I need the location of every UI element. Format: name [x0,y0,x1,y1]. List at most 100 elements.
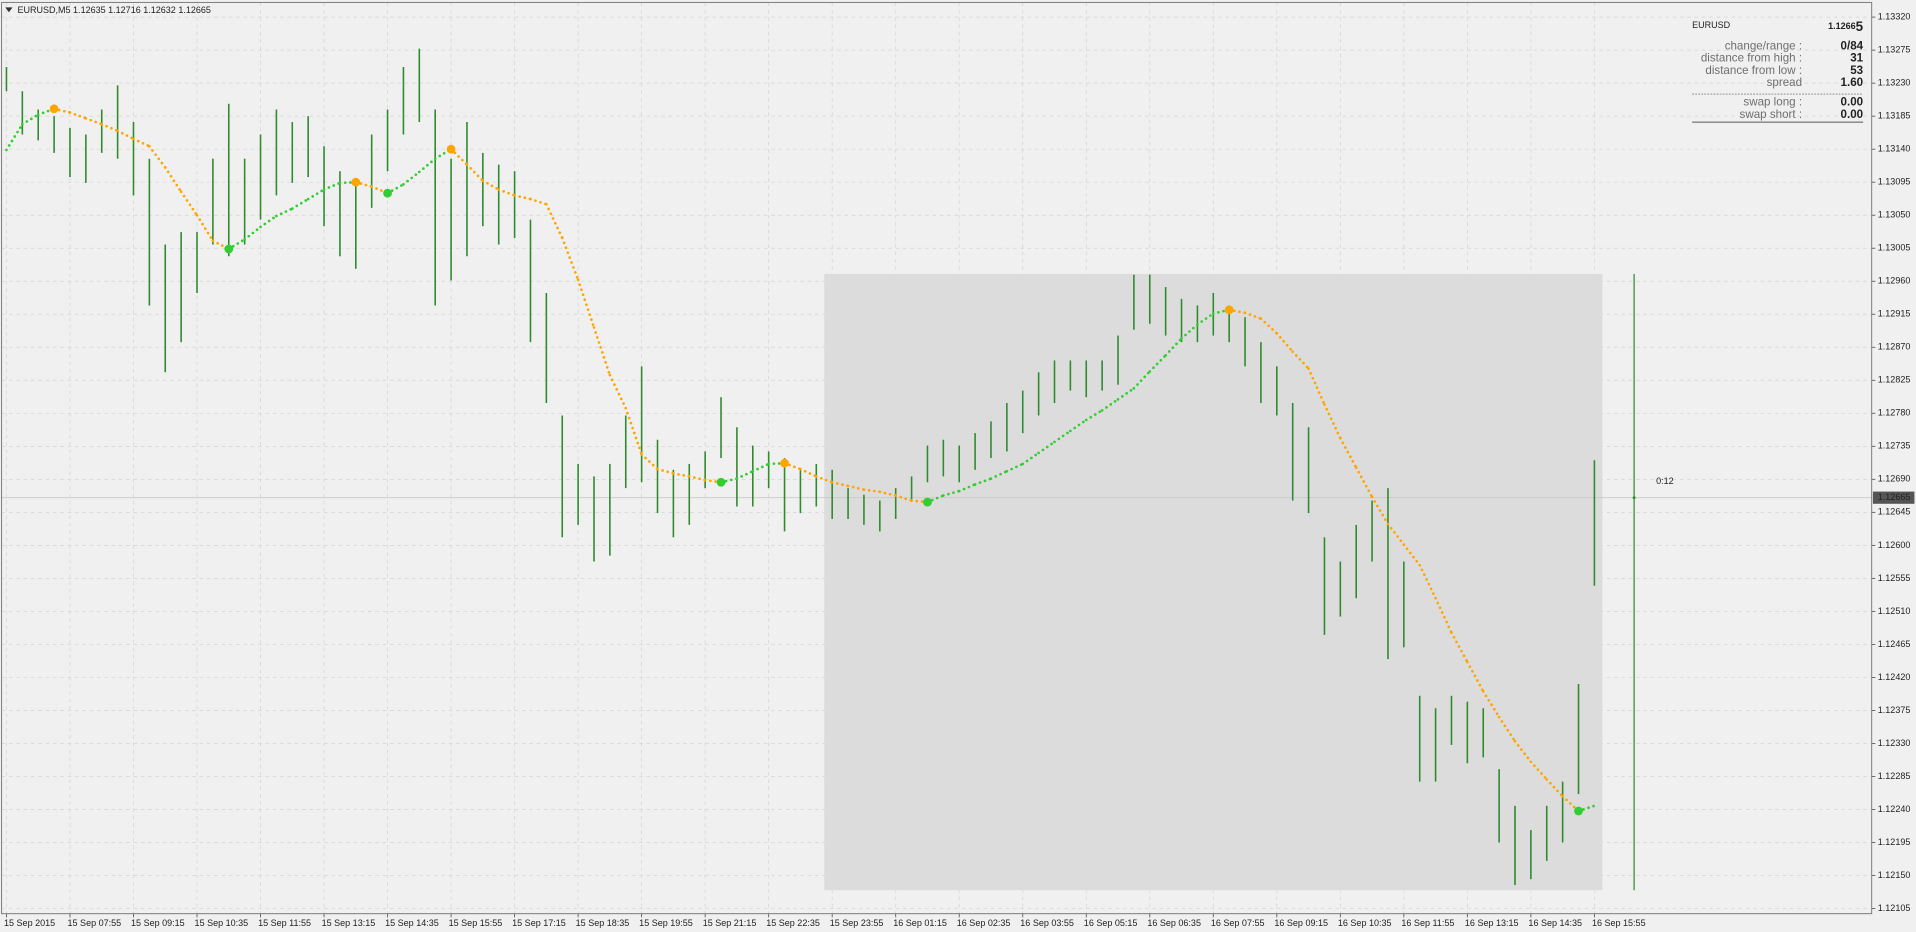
info-value: 53 [1850,64,1863,77]
ma-segment [1323,403,1342,440]
ma-segment [1084,409,1104,422]
y-tick-label: 1.13185 [1878,111,1911,121]
ma-segment [1561,794,1580,813]
ma-segment [1497,715,1517,743]
info-value: 31 [1850,52,1863,65]
y-tick-label: 1.12600 [1878,540,1911,550]
ma-segment [1148,354,1167,373]
ma-turn [1574,806,1583,816]
ma-segment [1466,660,1485,693]
chart-title: EURUSD,M5 1.12635 1.12716 1.12632 1.1266… [17,5,210,15]
info-label: distance from high : [1701,52,1802,65]
x-tick-label: 16 Sep 14:35 [1528,918,1582,928]
ma-segment [592,326,612,377]
ma-segment [1529,760,1549,781]
x-tick-label: 16 Sep 11:55 [1401,918,1454,928]
ma-segment [163,166,183,194]
x-tick-label: 16 Sep 06:35 [1147,918,1201,928]
ma-segment [402,170,421,186]
ma-segment [481,179,501,191]
ma-turn [351,177,361,187]
ma-segment [1513,739,1533,764]
x-tick-label: 16 Sep 10:35 [1338,918,1392,928]
y-tick-label: 1.12690 [1878,474,1911,484]
y-tick-label: 1.13050 [1878,210,1911,220]
x-tick-label: 16 Sep 15:55 [1592,918,1646,928]
x-tick-label: 15 Sep 18:35 [576,918,630,928]
data-layer: 0:12 [5,48,1674,891]
collapse-arrow[interactable] [5,7,13,13]
ma-segment [1180,323,1199,340]
y-tick-label: 1.12465 [1878,639,1911,649]
x-tick-label: 15 Sep 19:55 [639,918,693,928]
y-tick-label: 1.13095 [1878,177,1911,187]
ma-segment [465,163,485,183]
ma-segment [1053,429,1072,444]
x-tick-label: 16 Sep 01:15 [893,918,947,928]
info-label: distance from low : [1705,64,1802,77]
x-tick-label: 15 Sep 10:35 [195,918,249,928]
ma-segment [799,467,818,478]
ma-segment [116,129,135,141]
y-tick-label: 1.12555 [1878,573,1911,583]
x-tick-label: 15 Sep 21:15 [703,918,757,928]
ma-segment [227,238,246,251]
ma-segment [195,213,215,243]
ma-segment [1307,367,1326,406]
ma-segment [1132,370,1152,390]
y-tick-label: 1.12735 [1878,441,1911,451]
ma-turn [383,188,392,198]
ma-segment [576,278,596,329]
ma-segment [1100,398,1120,412]
ma-segment [1196,312,1215,326]
y-tick-label: 1.12825 [1878,375,1911,385]
ma-turn [224,244,234,254]
ma-segment [449,147,469,166]
ma-segment [1434,596,1453,635]
y-tick-label: 1.12510 [1878,606,1911,616]
price: 1.12665 [1828,18,1864,33]
info-value: 0.00 [1841,108,1864,121]
ma-segment [751,462,771,473]
info-value: 1.60 [1841,76,1864,89]
ma-segment [1450,631,1469,664]
ma-turn [780,458,789,468]
ma-segment [1354,466,1374,499]
grid-layer [1,2,1876,918]
y-tick-label: 1.12870 [1878,342,1911,352]
ma-segment [1275,331,1295,354]
ma-segment [417,157,437,174]
y-tick-label: 1.13230 [1878,78,1911,88]
y-tick-label: 1.12240 [1878,804,1911,814]
ma-segment [1386,522,1406,546]
ma-segment [1021,451,1040,466]
y-tick-label: 1.12285 [1878,771,1911,781]
y-tick-label: 1.12645 [1878,507,1911,517]
bar-timer: 0:12 [1656,476,1674,486]
y-tick-label: 1.13005 [1878,243,1911,253]
x-tick-label: 16 Sep 09:15 [1274,918,1328,928]
ma-segment [1164,337,1183,357]
ma-segment [290,197,310,210]
ma-turn [716,477,726,487]
info-panel: EURUSD 1.12665 change/range : 0/84 distanc… [1692,18,1864,123]
ma-segment [148,144,167,169]
x-tick-label: 16 Sep 03:55 [1020,918,1074,928]
ma-segment [989,469,1009,480]
x-tick-label: 16 Sep 05:15 [1084,918,1138,928]
ma-segment [1069,418,1088,433]
symbol: EURUSD [1692,20,1731,30]
ma-segment [640,453,659,471]
ma-segment [20,113,40,126]
y-tick-label: 1.12420 [1878,672,1911,682]
current-price-tag [1872,491,1915,504]
x-tick-label: 15 Sep 23:55 [830,918,884,928]
ma-segment [1545,778,1564,798]
y-tick-label: 1.13320 [1878,12,1911,22]
ma-segment [1116,387,1136,401]
y-tick-label: 1.12105 [1878,903,1911,913]
x-tick-label: 16 Sep 07:55 [1211,918,1265,928]
current-price-label: 1.12665 [1878,492,1911,502]
ma-segment [275,207,294,218]
ma-segment [179,190,199,217]
